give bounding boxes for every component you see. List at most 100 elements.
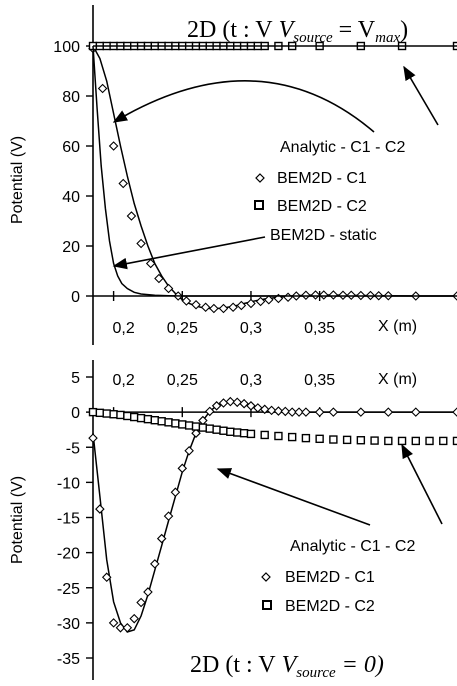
bottom-square-point <box>150 416 160 425</box>
top-legend-square-marker <box>254 200 264 210</box>
bottom-square-point <box>233 428 242 437</box>
top-diamond-point <box>154 273 164 284</box>
bottom-diamond-point <box>115 623 126 633</box>
bottom-diamond-point <box>259 404 270 415</box>
top-diamond-point <box>283 292 293 303</box>
bottom-diamond-point <box>328 407 339 417</box>
bottom-y-tick-label: -20 <box>57 546 80 563</box>
bottom-square-point <box>397 436 407 446</box>
top-legend-bem-static: BEM2D - static <box>270 227 377 244</box>
bottom-diamond-point <box>170 487 181 497</box>
bottom-square-point <box>102 409 111 418</box>
bottom-legend-bem-c1: BEM2D - C1 <box>285 569 375 586</box>
top-y-tick-label: 40 <box>62 189 80 206</box>
top-legend-bem-c1: BEM2D - C1 <box>277 170 367 187</box>
bottom-y-tick-label: -25 <box>57 581 80 598</box>
bottom-diamond-point <box>191 428 201 438</box>
bottom-legend-analytic: Analytic - C1 - C2 <box>290 538 415 555</box>
top-diamond-point <box>236 300 247 311</box>
bottom-diamond-point <box>136 597 146 608</box>
top-diamond-point <box>246 298 256 309</box>
bottom-y-tick-label: -30 <box>57 616 80 633</box>
top-y-tick-label: 100 <box>53 39 80 56</box>
bottom-square-point <box>143 414 153 424</box>
bottom-diamond-point <box>211 401 222 411</box>
bottom-diamond-point <box>452 407 457 417</box>
bottom-y-tick-label: 5 <box>71 370 80 387</box>
bottom-square-point <box>130 412 139 422</box>
bottom-y-tick-label: -5 <box>66 440 80 457</box>
top-diamond-point <box>97 83 108 94</box>
top-diamond-point <box>310 290 321 300</box>
top-chart: 0 20 40 60 80 100 0,2 0,25 0,3 0,35 2D (t : V Vsou… <box>9 5 457 345</box>
bottom-diamond-point <box>314 407 325 417</box>
bottom-arrow-c2 <box>401 443 443 525</box>
top-arrow-c2 <box>403 65 439 126</box>
bottom-chart-title: 2D (t : V Vsource = 0) <box>190 652 384 681</box>
bottom-diamond-point <box>253 403 263 413</box>
bottom-square-point <box>384 436 393 446</box>
bottom-diamond-point <box>294 407 304 417</box>
bottom-diamond-point <box>280 406 291 417</box>
bottom-y-tick-label: 0 <box>71 405 80 422</box>
bottom-chart: 5 0 -5 -10 -15 -20 -25 -30 -35 0,2 0,25 0,3 0,35 2D … <box>9 360 457 681</box>
top-chart-series <box>88 41 457 314</box>
bottom-diamond-point <box>287 407 297 417</box>
bottom-diamond-point <box>225 396 236 407</box>
bottom-square-point <box>184 421 194 430</box>
top-chart-x-axis-label: X (m) <box>378 318 417 335</box>
top-diamond-point <box>126 211 137 221</box>
bottom-diamond-point <box>383 407 394 417</box>
top-diamond-point <box>255 296 266 307</box>
top-series-line-0 <box>92 45 457 310</box>
bottom-diamond-point <box>108 618 119 628</box>
bottom-diamond-point <box>239 398 249 409</box>
bottom-square-point <box>370 436 379 445</box>
top-x-tick-label: 0,25 <box>167 320 198 337</box>
bottom-legend-bem-c2: BEM2D - C2 <box>285 598 375 615</box>
bottom-square-point <box>178 420 187 429</box>
bottom-diamond-point <box>273 406 284 416</box>
top-legend-analytic: Analytic - C1 - C2 <box>280 139 405 156</box>
bottom-square-point <box>136 413 146 423</box>
bottom-square-point <box>329 435 338 444</box>
bottom-square-point <box>342 435 352 445</box>
bottom-y-tick-label: -10 <box>57 475 80 492</box>
bottom-square-point <box>260 430 269 440</box>
bottom-square-point <box>88 407 98 417</box>
bottom-chart-series <box>88 396 457 633</box>
top-y-tick-label: 80 <box>62 89 80 106</box>
bottom-diamond-point <box>184 445 194 456</box>
bottom-square-point <box>246 429 256 439</box>
bottom-x-tick-label: 0,2 <box>112 372 134 389</box>
bottom-square-point <box>452 436 457 446</box>
top-y-tick-label: 20 <box>62 239 80 256</box>
top-chart-y-axis-label: Potential (V) <box>9 136 26 224</box>
top-x-tick-label: 0,35 <box>304 320 335 337</box>
top-diamond-point <box>200 302 211 313</box>
bottom-x-tick-label: 0,25 <box>167 372 198 389</box>
bottom-square-point <box>191 422 201 431</box>
bottom-diamond-point <box>129 613 139 624</box>
bottom-square-point <box>171 419 180 428</box>
bottom-diamond-point <box>232 397 243 408</box>
bottom-diamond-point <box>143 587 153 597</box>
top-diamond-point <box>136 238 146 249</box>
top-chart-title: 2D (t : V Vsource = Vmax) <box>187 17 408 46</box>
top-arrow-analytic <box>112 80 375 133</box>
bottom-square-point <box>212 425 221 434</box>
bottom-diamond-point <box>177 463 188 474</box>
top-diamond-point <box>181 296 192 306</box>
bottom-chart-axes <box>92 360 457 680</box>
bottom-diamond-point <box>122 623 133 633</box>
bottom-square-point <box>123 411 132 421</box>
bottom-x-tick-label: 0,35 <box>304 372 335 389</box>
bottom-legend-square-marker <box>262 600 272 610</box>
bottom-chart-x-axis-label: X (m) <box>378 371 417 388</box>
bottom-square-point <box>116 410 125 420</box>
bottom-square-point <box>109 410 118 419</box>
top-arrow-static <box>112 236 266 270</box>
top-series-line-3 <box>92 45 457 297</box>
top-diamond-point <box>218 303 229 314</box>
